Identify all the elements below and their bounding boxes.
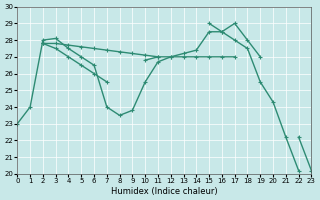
X-axis label: Humidex (Indice chaleur): Humidex (Indice chaleur) bbox=[111, 187, 218, 196]
